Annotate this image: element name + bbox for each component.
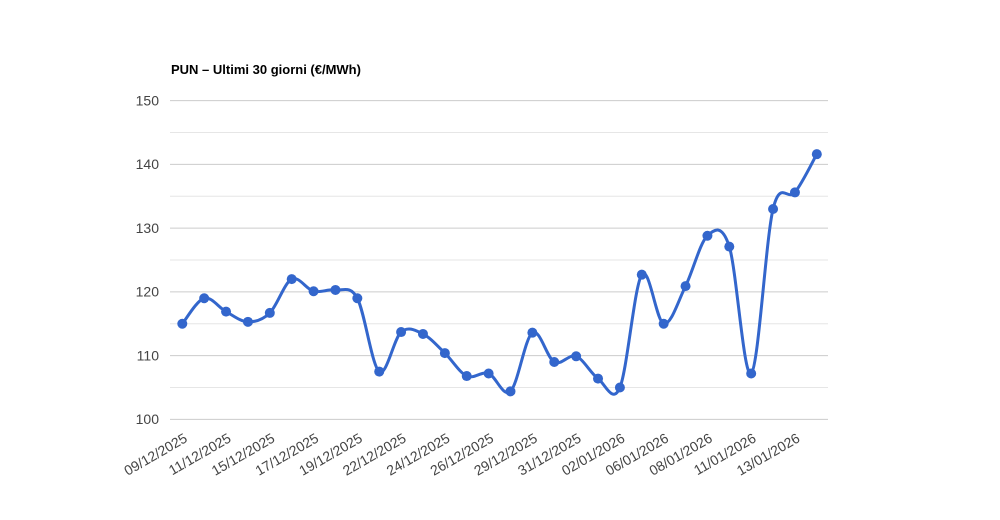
data-point (417, 328, 428, 339)
data-point (221, 306, 232, 317)
series-line (180, 152, 819, 396)
y-axis-label: 150 (136, 92, 160, 108)
data-point (527, 327, 538, 338)
data-point (242, 316, 253, 327)
data-point (439, 348, 450, 359)
data-point (811, 149, 822, 160)
data-point (505, 386, 516, 397)
data-point (789, 187, 800, 198)
y-axis-label: 110 (137, 347, 160, 363)
data-point (593, 373, 604, 384)
chart-title: PUN – Ultimi 30 giorni (€/MWh) (171, 62, 361, 77)
data-point (199, 293, 210, 304)
data-point (658, 318, 669, 329)
data-point (571, 351, 582, 362)
data-point (308, 286, 319, 297)
data-point (724, 241, 735, 252)
data-point (286, 274, 297, 285)
y-axis-label: 100 (136, 411, 160, 427)
data-point (352, 293, 363, 304)
data-point (702, 230, 713, 241)
data-point (177, 318, 188, 329)
data-point (768, 203, 779, 214)
data-point (396, 327, 407, 338)
y-axis-label: 130 (136, 220, 160, 236)
data-point (483, 368, 494, 379)
data-point (549, 357, 560, 368)
data-point (330, 284, 341, 295)
data-point (614, 382, 625, 393)
data-point (461, 371, 472, 382)
y-axis-label: 140 (136, 156, 160, 172)
data-point (264, 307, 275, 318)
data-point (636, 269, 647, 280)
y-axis-label: 120 (136, 284, 160, 300)
data-point (680, 281, 691, 292)
data-point (374, 366, 385, 377)
data-point (746, 368, 757, 379)
